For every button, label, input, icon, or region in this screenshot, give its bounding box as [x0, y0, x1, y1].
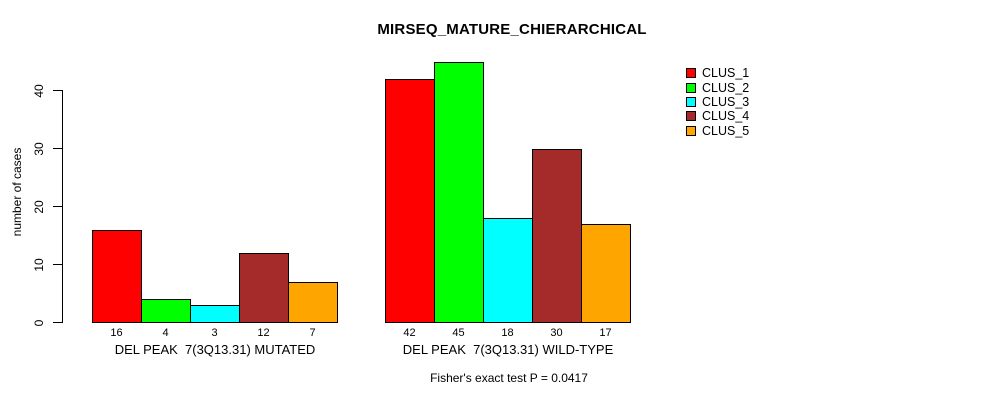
- y-tick-label: 40: [32, 83, 46, 98]
- y-tick-mark: [53, 205, 62, 208]
- bar-value-clus_5-group-1: 7: [309, 327, 316, 339]
- bar-value-clus_5-group-2: 17: [599, 327, 612, 339]
- group-label-mutated: DEL PEAK 7(3Q13.31) MUTATED: [114, 342, 316, 357]
- legend-swatch-clus_3: [686, 96, 696, 107]
- legend-swatch-clus_2: [686, 82, 696, 93]
- legend-row-clus_1: CLUS_1: [686, 66, 749, 80]
- y-tick-mark: [53, 147, 62, 150]
- bar-clus_1-group-1: [92, 229, 142, 323]
- bar-clus_3-group-1: [190, 305, 240, 323]
- legend-label: CLUS_4: [702, 109, 750, 124]
- legend-label: CLUS_2: [702, 80, 750, 95]
- bar-clus_2-group-2: [434, 61, 484, 323]
- bar-clus_1-group-2: [385, 78, 435, 323]
- y-tick-label: 0: [32, 319, 46, 326]
- y-axis-label: number of cases: [10, 147, 24, 237]
- y-tick-mark: [53, 89, 62, 92]
- legend-label: CLUS_1: [702, 66, 750, 81]
- legend-swatch-clus_4: [686, 111, 696, 122]
- group-label-wild-type: DEL PEAK 7(3Q13.31) WILD-TYPE: [402, 342, 614, 357]
- chart-title: MIRSEQ_MATURE_CHIERARCHICAL: [377, 21, 647, 38]
- legend-label: CLUS_3: [702, 94, 750, 109]
- bar-value-clus_1-group-2: 42: [403, 327, 416, 339]
- bar-value-clus_1-group-1: 16: [110, 327, 123, 339]
- bar-value-clus_2-group-2: 45: [452, 327, 465, 339]
- fisher-test-note: Fisher's exact test P = 0.0417: [430, 371, 588, 385]
- legend-row-clus_5: CLUS_5: [686, 123, 750, 138]
- bar-clus_3-group-2: [483, 218, 533, 323]
- bar-clus_4-group-1: [239, 252, 289, 323]
- bar-clus_2-group-1: [141, 299, 191, 323]
- bar-clus_5-group-2: [581, 223, 631, 323]
- y-tick-mark: [53, 321, 62, 324]
- legend-swatch-clus_1: [686, 68, 696, 79]
- bar-clus_5-group-1: [288, 281, 338, 323]
- y-tick-label: 30: [32, 141, 46, 156]
- y-tick-label: 20: [32, 199, 46, 214]
- bar-value-clus_4-group-1: 12: [257, 327, 270, 339]
- bar-value-clus_4-group-2: 30: [550, 327, 563, 339]
- legend-label: CLUS_5: [702, 123, 750, 138]
- bar-value-clus_3-group-1: 3: [211, 327, 218, 339]
- legend-row-clus_2: CLUS_2: [686, 80, 750, 95]
- legend: CLUS_1 CLUS_2 CLUS_3 CLUS_4 CLUS_5: [686, 66, 749, 138]
- legend-row-clus_4: CLUS_4: [686, 109, 749, 123]
- bar-clus_4-group-2: [532, 148, 582, 323]
- bar-value-clus_2-group-1: 4: [162, 327, 169, 339]
- bar-value-clus_3-group-2: 18: [501, 327, 514, 339]
- y-tick-label: 10: [32, 257, 46, 272]
- y-axis-line: [61, 89, 63, 324]
- legend-swatch-clus_5: [686, 125, 696, 136]
- legend-row-clus_3: CLUS_3: [686, 95, 749, 109]
- y-tick-mark: [53, 263, 62, 266]
